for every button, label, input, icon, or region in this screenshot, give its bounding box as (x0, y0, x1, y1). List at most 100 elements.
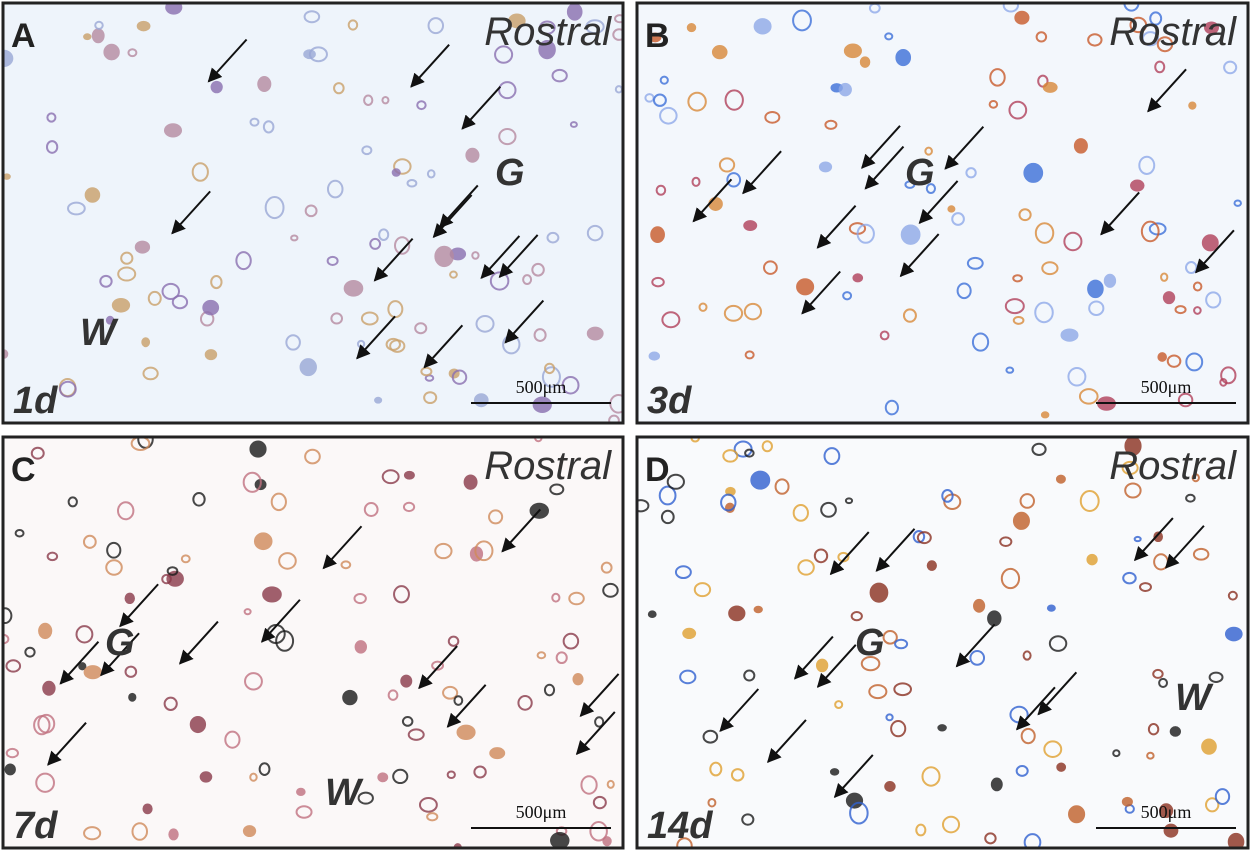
panel: CRostralGW7d500μm (0, 431, 623, 851)
vessel (713, 46, 727, 58)
vessel (847, 794, 862, 808)
orientation-label: Rostral (1109, 10, 1237, 54)
vessel (871, 584, 888, 602)
time-label: 3d (647, 380, 692, 422)
region-label: W (80, 312, 119, 354)
vessel (1123, 798, 1132, 806)
panel-image (0, 431, 623, 851)
region-label: G (105, 622, 135, 664)
vessel (988, 611, 1000, 625)
region-label: W (1175, 677, 1214, 719)
vessel (831, 769, 838, 774)
vessel (896, 50, 910, 65)
vessel (201, 772, 212, 781)
vessel (744, 221, 756, 230)
vessel (1202, 739, 1216, 753)
vessel (138, 22, 150, 31)
vessel (375, 398, 381, 403)
vessel (1105, 275, 1115, 287)
vessel (143, 804, 151, 813)
vessel (43, 682, 54, 695)
panel-bg (3, 437, 623, 848)
vessel (129, 694, 135, 701)
vessel (1088, 281, 1103, 298)
vessel (212, 82, 222, 92)
vessel (755, 607, 762, 612)
vessel (1164, 292, 1174, 303)
vessel (573, 674, 582, 684)
vessel (297, 789, 305, 795)
vessel (126, 594, 134, 603)
vessel (465, 476, 477, 489)
vessel (1075, 139, 1087, 153)
vessel (974, 600, 984, 612)
vessel (885, 782, 894, 791)
vessel (475, 394, 488, 406)
time-label: 7d (13, 805, 58, 847)
vessel (650, 353, 659, 360)
panel-letter: A (11, 17, 36, 55)
vessel (393, 169, 400, 176)
vessel (1024, 164, 1042, 182)
scale-label: 500μm (1141, 802, 1192, 822)
vessel (755, 19, 771, 33)
panel-image (0, 1, 627, 425)
vessel (1171, 727, 1180, 736)
vessel (688, 24, 695, 31)
vessel (797, 279, 813, 294)
vessel (86, 188, 100, 202)
panel-letter: B (645, 17, 670, 55)
vessel (651, 227, 664, 242)
vessel (6, 765, 15, 775)
vessel (840, 84, 851, 96)
vessel (304, 50, 315, 58)
vessel (244, 826, 255, 836)
vessel (948, 206, 954, 211)
vessel (104, 45, 118, 60)
panel: B Rostral G 3d 500μm (637, 0, 1248, 423)
vessel (136, 242, 149, 253)
vessel (345, 281, 363, 296)
vessel (551, 833, 568, 848)
vessel (1061, 329, 1077, 340)
vessel (169, 829, 177, 839)
region-label: G (495, 152, 525, 194)
scale-label: 500μm (516, 802, 567, 822)
panel: DRostralGW14d500μm (633, 435, 1248, 851)
vessel (817, 660, 827, 672)
vessel (93, 29, 104, 42)
vessel (258, 77, 270, 91)
vessel (820, 162, 831, 171)
vessel (466, 149, 478, 162)
region-label: W (325, 772, 364, 814)
vessel (853, 274, 862, 281)
region-label: G (905, 152, 935, 194)
vessel (401, 676, 411, 687)
vessel (457, 726, 474, 739)
scale-label: 500μm (1141, 377, 1192, 397)
vessel (39, 624, 51, 638)
panel-letter: C (11, 451, 36, 489)
vessel (1203, 235, 1218, 250)
scale-label: 500μm (516, 377, 567, 397)
vessel (683, 629, 695, 638)
vessel (902, 225, 920, 243)
vessel (301, 359, 316, 375)
vessel (85, 666, 101, 678)
panel: ARostralGW1d500μm (0, 1, 627, 425)
vessel (1015, 12, 1028, 24)
vessel (250, 442, 265, 457)
vessel (534, 398, 551, 412)
vessel (1158, 353, 1166, 361)
vessel (405, 472, 414, 479)
vessel (1165, 825, 1178, 837)
vessel (1044, 83, 1057, 92)
vessel (4, 174, 10, 179)
vessel (938, 725, 946, 730)
vessel (751, 472, 769, 489)
vessel (343, 691, 356, 704)
vessel (84, 34, 90, 39)
vessel (1048, 605, 1055, 610)
panel-letter: D (645, 451, 670, 489)
orientation-label: Rostral (484, 10, 612, 54)
